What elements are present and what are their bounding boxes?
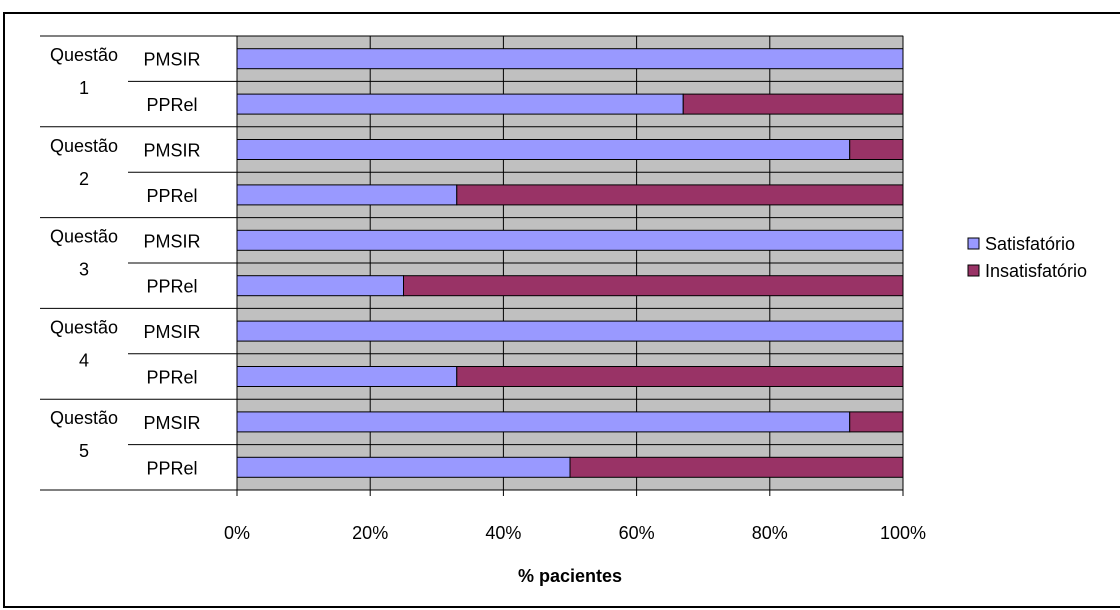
group-number: 3 (79, 260, 89, 280)
bar-segment (849, 411, 904, 433)
bars (236, 48, 904, 478)
bar-segment (236, 320, 904, 342)
bar-segment (456, 184, 904, 206)
bar-segment (236, 411, 851, 433)
bar-segment (236, 184, 458, 206)
legend-label: Insatisfatório (985, 261, 1087, 281)
category-label: PMSIR (143, 231, 200, 251)
bar-segment (236, 456, 571, 478)
group-number: 1 (79, 78, 89, 98)
tick-label: 80% (752, 523, 788, 543)
bar-segment (456, 366, 904, 387)
group-number: 4 (79, 350, 89, 370)
value-axis: 0% 20% 40% 60% 80% 100% (224, 489, 926, 543)
category-axis: PMSIR PPRel PMSIR PPRel PMSIR PPRel PMSIR PPRel… (40, 35, 238, 491)
category-label: PMSIR (143, 322, 200, 342)
group-label: Questão (50, 227, 118, 247)
category-label: PMSIR (143, 50, 200, 70)
bar-segment (236, 139, 851, 160)
category-label: PPRel (146, 368, 197, 388)
bar-segment (569, 456, 904, 478)
category-label: PPRel (146, 458, 197, 478)
bar-segment (236, 93, 684, 115)
legend-swatch (967, 237, 980, 250)
category-label: PPRel (146, 186, 197, 206)
bar-segment (236, 275, 404, 297)
bar-segment (236, 48, 904, 70)
bar-segment (236, 366, 458, 387)
category-label: PPRel (146, 277, 197, 297)
group-label: Questão (50, 45, 118, 65)
group-label: Questão (50, 408, 118, 428)
legend: Satisfatório Insatisfatório (967, 234, 1087, 281)
legend-label: Satisfatório (985, 234, 1075, 254)
bar-segment (403, 275, 904, 297)
bar-segment (849, 139, 904, 160)
group-number: 5 (79, 441, 89, 461)
bar-segment (236, 229, 904, 251)
category-label: PMSIR (143, 413, 200, 433)
group-label: Questão (50, 317, 118, 337)
tick-label: 0% (224, 523, 250, 543)
category-label: PMSIR (143, 141, 200, 161)
tick-label: 100% (880, 523, 926, 543)
tick-label: 40% (485, 523, 521, 543)
group-label: Questão (50, 136, 118, 156)
tick-label: 60% (619, 523, 655, 543)
bar-segment (682, 93, 904, 115)
x-axis-title: % pacientes (518, 566, 622, 586)
legend-swatch (967, 264, 980, 277)
tick-label: 20% (352, 523, 388, 543)
category-label: PPRel (146, 95, 197, 115)
group-number: 2 (79, 169, 89, 189)
